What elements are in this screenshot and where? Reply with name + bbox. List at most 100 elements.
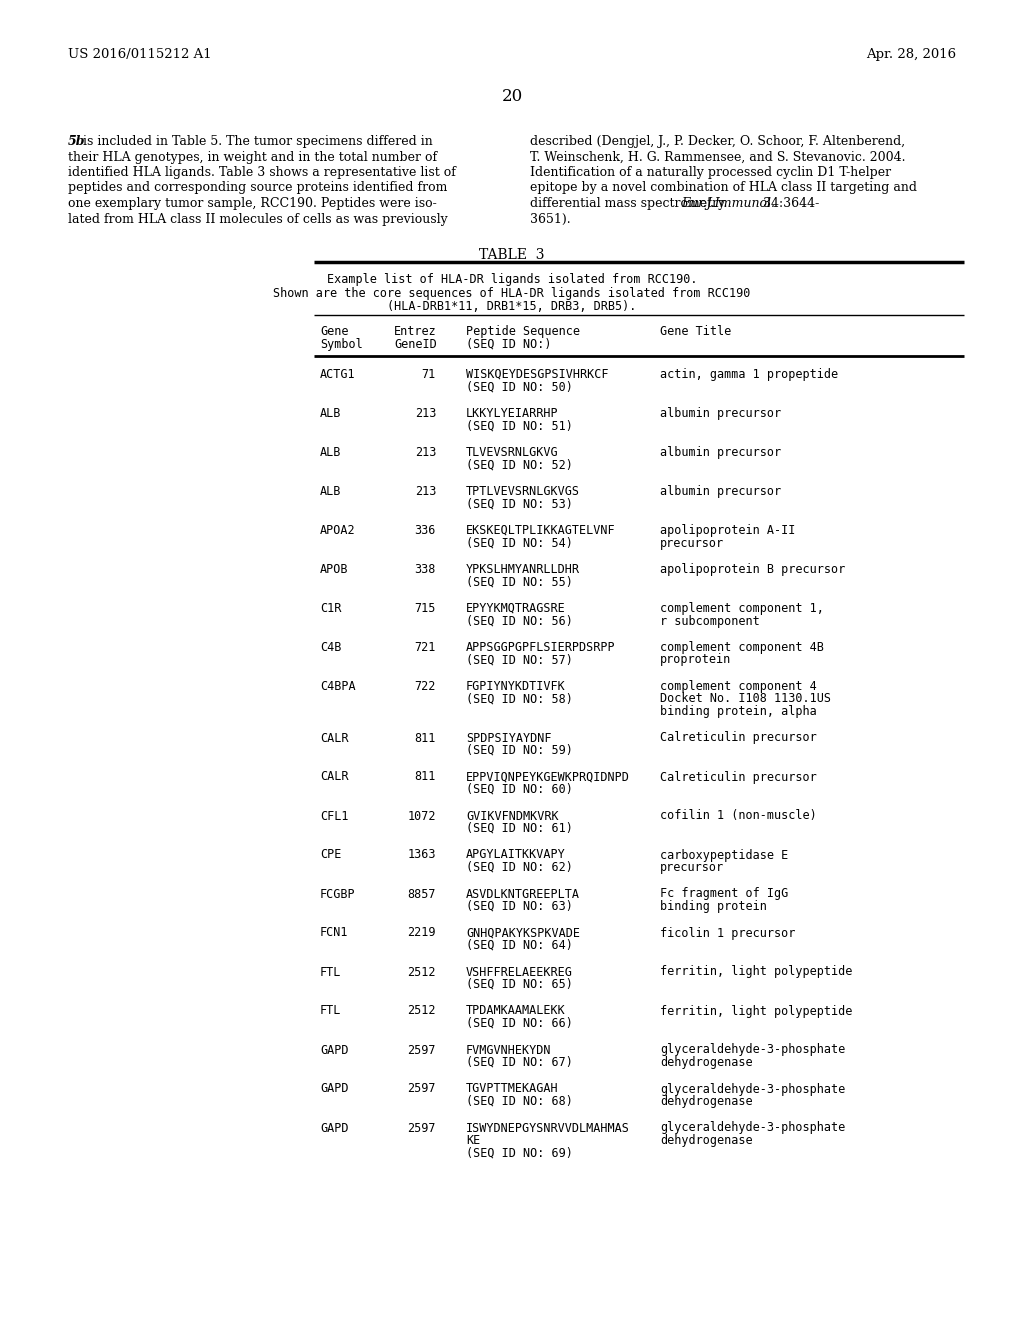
Text: dehydrogenase: dehydrogenase [660, 1134, 753, 1147]
Text: (SEQ ID NO: 57): (SEQ ID NO: 57) [466, 653, 572, 667]
Text: TGVPTTMEKAGAH: TGVPTTMEKAGAH [466, 1082, 559, 1096]
Text: glyceraldehyde-3-phosphate: glyceraldehyde-3-phosphate [660, 1122, 845, 1134]
Text: (HLA-DRB1*11, DRB1*15, DRB3, DRB5).: (HLA-DRB1*11, DRB1*15, DRB3, DRB5). [387, 300, 637, 313]
Text: 213: 213 [415, 446, 436, 459]
Text: 1363: 1363 [408, 849, 436, 862]
Text: APOA2: APOA2 [319, 524, 355, 537]
Text: 721: 721 [415, 642, 436, 653]
Text: ALB: ALB [319, 407, 341, 420]
Text: described (Dengjel, J., P. Decker, O. Schoor, F. Altenberend,: described (Dengjel, J., P. Decker, O. Sc… [530, 135, 905, 148]
Text: (SEQ ID NO: 64): (SEQ ID NO: 64) [466, 939, 572, 952]
Text: GAPD: GAPD [319, 1044, 348, 1056]
Text: precursor: precursor [660, 536, 724, 549]
Text: KE: KE [466, 1134, 480, 1147]
Text: (SEQ ID NO: 66): (SEQ ID NO: 66) [466, 1016, 572, 1030]
Text: (SEQ ID NO: 68): (SEQ ID NO: 68) [466, 1096, 572, 1107]
Text: complement component 1,: complement component 1, [660, 602, 824, 615]
Text: 336: 336 [415, 524, 436, 537]
Text: (SEQ ID NO: 62): (SEQ ID NO: 62) [466, 861, 572, 874]
Text: Calreticulin precursor: Calreticulin precursor [660, 771, 817, 784]
Text: 1072: 1072 [408, 809, 436, 822]
Text: 811: 811 [415, 731, 436, 744]
Text: SPDPSIYAYDNF: SPDPSIYAYDNF [466, 731, 552, 744]
Text: CALR: CALR [319, 731, 348, 744]
Text: r subcomponent: r subcomponent [660, 615, 760, 627]
Text: C4B: C4B [319, 642, 341, 653]
Text: (SEQ ID NO: 67): (SEQ ID NO: 67) [466, 1056, 572, 1069]
Text: TPDAMKAAMALEKK: TPDAMKAAMALEKK [466, 1005, 565, 1018]
Text: ASVDLKNTGREEPLTA: ASVDLKNTGREEPLTA [466, 887, 580, 900]
Text: US 2016/0115212 A1: US 2016/0115212 A1 [68, 48, 212, 61]
Text: EKSKEQLTPLIKKAGTELVNF: EKSKEQLTPLIKKAGTELVNF [466, 524, 615, 537]
Text: T. Weinschenk, H. G. Rammensee, and S. Stevanovic. 2004.: T. Weinschenk, H. G. Rammensee, and S. S… [530, 150, 905, 164]
Text: 722: 722 [415, 680, 436, 693]
Text: TPTLVEVSRNLGKVGS: TPTLVEVSRNLGKVGS [466, 484, 580, 498]
Text: TABLE  3: TABLE 3 [479, 248, 545, 261]
Text: FCGBP: FCGBP [319, 887, 355, 900]
Text: 5b: 5b [68, 135, 85, 148]
Text: GNHQPAKYKSPKVADE: GNHQPAKYKSPKVADE [466, 927, 580, 940]
Text: ferritin, light polypeptide: ferritin, light polypeptide [660, 965, 852, 978]
Text: WISKQEYDESGPSIVHRKCF: WISKQEYDESGPSIVHRKCF [466, 368, 608, 381]
Text: EPPVIQNPEYKGEWKPRQIDNPD: EPPVIQNPEYKGEWKPRQIDNPD [466, 771, 630, 784]
Text: differential mass spectrometry.: differential mass spectrometry. [530, 197, 731, 210]
Text: 338: 338 [415, 564, 436, 576]
Text: carboxypeptidase E: carboxypeptidase E [660, 849, 788, 862]
Text: 34:3644-: 34:3644- [755, 197, 819, 210]
Text: Example list of HLA-DR ligands isolated from RCC190.: Example list of HLA-DR ligands isolated … [327, 273, 697, 286]
Text: Peptide Sequence: Peptide Sequence [466, 325, 580, 338]
Text: 3651).: 3651). [530, 213, 570, 226]
Text: dehydrogenase: dehydrogenase [660, 1096, 753, 1107]
Text: ISWYDNEPGYSNRVVDLMAHMAS: ISWYDNEPGYSNRVVDLMAHMAS [466, 1122, 630, 1134]
Text: 2597: 2597 [408, 1082, 436, 1096]
Text: epitope by a novel combination of HLA class II targeting and: epitope by a novel combination of HLA cl… [530, 181, 918, 194]
Text: Calreticulin precursor: Calreticulin precursor [660, 731, 817, 744]
Text: dehydrogenase: dehydrogenase [660, 1056, 753, 1069]
Text: GeneID: GeneID [394, 338, 437, 351]
Text: precursor: precursor [660, 861, 724, 874]
Text: 213: 213 [415, 484, 436, 498]
Text: FVMGVNHEKYDΝ: FVMGVNHEKYDΝ [466, 1044, 552, 1056]
Text: (SEQ ID NO: 50): (SEQ ID NO: 50) [466, 380, 572, 393]
Text: (SEQ ID NO: 54): (SEQ ID NO: 54) [466, 536, 572, 549]
Text: (SEQ ID NO: 51): (SEQ ID NO: 51) [466, 420, 572, 433]
Text: peptides and corresponding source proteins identified from: peptides and corresponding source protei… [68, 181, 447, 194]
Text: albumin precursor: albumin precursor [660, 407, 781, 420]
Text: 811: 811 [415, 771, 436, 784]
Text: glyceraldehyde-3-phosphate: glyceraldehyde-3-phosphate [660, 1044, 845, 1056]
Text: Symbol: Symbol [319, 338, 362, 351]
Text: identified HLA ligands. Table 3 shows a representative list of: identified HLA ligands. Table 3 shows a … [68, 166, 456, 180]
Text: CALR: CALR [319, 771, 348, 784]
Text: binding protein: binding protein [660, 900, 767, 913]
Text: Apr. 28, 2016: Apr. 28, 2016 [866, 48, 956, 61]
Text: complement component 4B: complement component 4B [660, 642, 824, 653]
Text: (SEQ ID NO: 60): (SEQ ID NO: 60) [466, 783, 572, 796]
Text: ALB: ALB [319, 484, 341, 498]
Text: C4BPA: C4BPA [319, 680, 355, 693]
Text: apolipoprotein A-II: apolipoprotein A-II [660, 524, 796, 537]
Text: FGPIYNYKDTIVFK: FGPIYNYKDTIVFK [466, 680, 565, 693]
Text: (SEQ ID NO: 59): (SEQ ID NO: 59) [466, 744, 572, 756]
Text: Gene: Gene [319, 325, 348, 338]
Text: VSHFFRELAEEKREG: VSHFFRELAEEKREG [466, 965, 572, 978]
Text: binding protein, alpha: binding protein, alpha [660, 705, 817, 718]
Text: 2219: 2219 [408, 927, 436, 940]
Text: FTL: FTL [319, 965, 341, 978]
Text: 2597: 2597 [408, 1044, 436, 1056]
Text: 71: 71 [422, 368, 436, 381]
Text: lated from HLA class II molecules of cells as was previously: lated from HLA class II molecules of cel… [68, 213, 447, 226]
Text: Fc fragment of IgG: Fc fragment of IgG [660, 887, 788, 900]
Text: LKKYLYEIARRHP: LKKYLYEIARRHP [466, 407, 559, 420]
Text: FTL: FTL [319, 1005, 341, 1018]
Text: Entrez: Entrez [394, 325, 437, 338]
Text: 213: 213 [415, 407, 436, 420]
Text: Shown are the core sequences of HLA-DR ligands isolated from RCC190: Shown are the core sequences of HLA-DR l… [273, 286, 751, 300]
Text: GAPD: GAPD [319, 1082, 348, 1096]
Text: albumin precursor: albumin precursor [660, 446, 781, 459]
Text: APOB: APOB [319, 564, 348, 576]
Text: ALB: ALB [319, 446, 341, 459]
Text: albumin precursor: albumin precursor [660, 484, 781, 498]
Text: proprotein: proprotein [660, 653, 731, 667]
Text: FCN1: FCN1 [319, 927, 348, 940]
Text: ficolin 1 precursor: ficolin 1 precursor [660, 927, 796, 940]
